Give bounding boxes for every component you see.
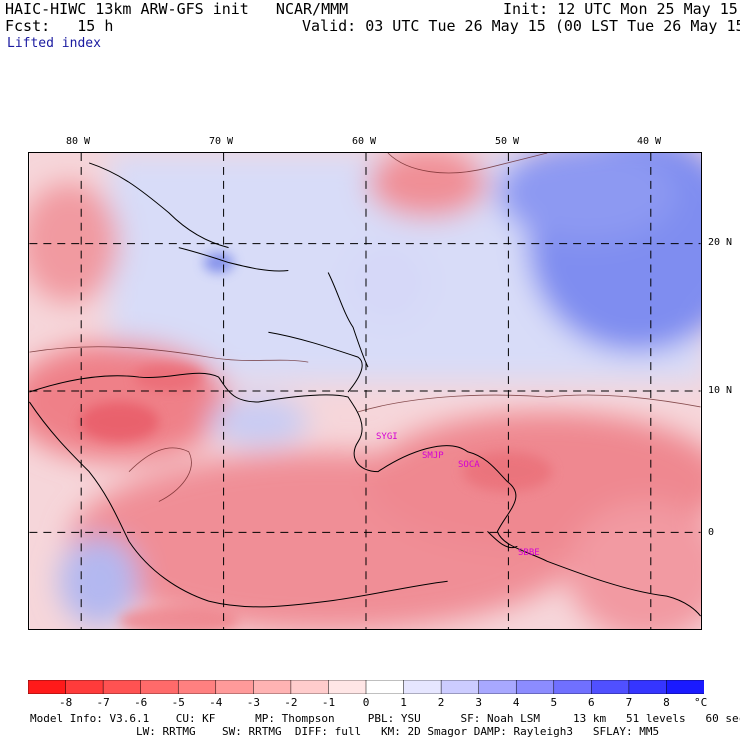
colorbar-unit: °C <box>694 696 708 709</box>
colorbar-swatch <box>28 680 67 694</box>
colorbar-swatch <box>328 680 367 694</box>
colorbar-tick-label: 4 <box>512 696 520 709</box>
colorbar-tick-label: -6 <box>134 696 148 709</box>
colorbar-tick-label: 8 <box>663 696 670 709</box>
colorbar-swatch <box>65 680 104 694</box>
colorbar-swatch <box>628 680 668 694</box>
colorbar-swatch <box>403 680 442 694</box>
lifted-index-map <box>28 152 702 630</box>
colorbar-tick-label: -2 <box>284 696 298 709</box>
valid-time: Valid: 03 UTC Tue 26 May 15 (00 LST Tue … <box>302 17 740 35</box>
colorbar-swatch <box>102 680 142 694</box>
model-info-line2: LW: RRTMG SW: RRTMG DIFF: full KM: 2D Sm… <box>30 725 660 738</box>
lon-label-60w: 60 W <box>352 136 377 147</box>
colorbar-swatch <box>553 680 593 694</box>
colorbar-tick-label: -3 <box>246 696 260 709</box>
colorbar-tick-label: 7 <box>625 696 633 709</box>
colorbar-swatch <box>140 680 179 694</box>
colorbar-swatch <box>591 680 630 694</box>
field-name: Lifted index <box>7 36 101 51</box>
colorbar-tick-label: -1 <box>321 696 336 709</box>
model-info-line1: Model Info: V3.6.1 CU: KF MP: Thompson P… <box>30 712 740 725</box>
colorbar-tick-label: -5 <box>171 696 185 709</box>
lat-label-20n: 20 N <box>708 237 733 248</box>
lon-label-50w: 50 W <box>495 136 520 147</box>
colorbar-tick-label: 3 <box>475 696 482 709</box>
colorbar-swatch <box>515 680 555 694</box>
colorbar-tick-label: 5 <box>550 696 558 709</box>
colorbar-swatch <box>215 680 255 694</box>
colorbar-swatch <box>253 680 292 694</box>
colorbar-tick-label: 0 <box>362 696 370 709</box>
colorbar-swatch <box>290 680 330 694</box>
place-label-smjp: SMJP <box>422 451 444 461</box>
header-title: HAIC-HIWC 13km ARW-GFS init NCAR/MMM <box>5 0 349 18</box>
colorbar-swatch <box>478 680 517 694</box>
colorbar-tick-label: -4 <box>209 696 223 709</box>
init-time: Init: 12 UTC Mon 25 May 15 <box>503 0 738 18</box>
colorbar-tick-label: 2 <box>437 696 445 709</box>
forecast-hour: Fcst: 15 h <box>5 17 114 35</box>
lon-label-70w: 70 W <box>209 136 234 147</box>
lon-label-40w: 40 W <box>637 136 662 147</box>
lon-label-80w: 80 W <box>66 136 91 147</box>
lat-label-equator: 0 <box>708 527 715 538</box>
colorbar-swatch <box>666 680 704 694</box>
colorbar-tick-label: 6 <box>588 696 595 709</box>
color-scale-bar <box>28 680 704 694</box>
lat-label-10n: 10 N <box>708 385 733 396</box>
place-label-soca: SOCA <box>458 460 480 470</box>
place-label-sbbe: SBBE <box>518 548 540 558</box>
colorbar-tick-label: 1 <box>400 696 407 709</box>
colorbar-tick-label: -7 <box>96 696 110 709</box>
colorbar-swatch <box>365 680 405 694</box>
colorbar-swatch <box>177 680 217 694</box>
colorbar-swatch <box>440 680 480 694</box>
colorbar-tick-label: -8 <box>58 696 73 709</box>
place-label-sygi: SYGI <box>376 432 398 442</box>
